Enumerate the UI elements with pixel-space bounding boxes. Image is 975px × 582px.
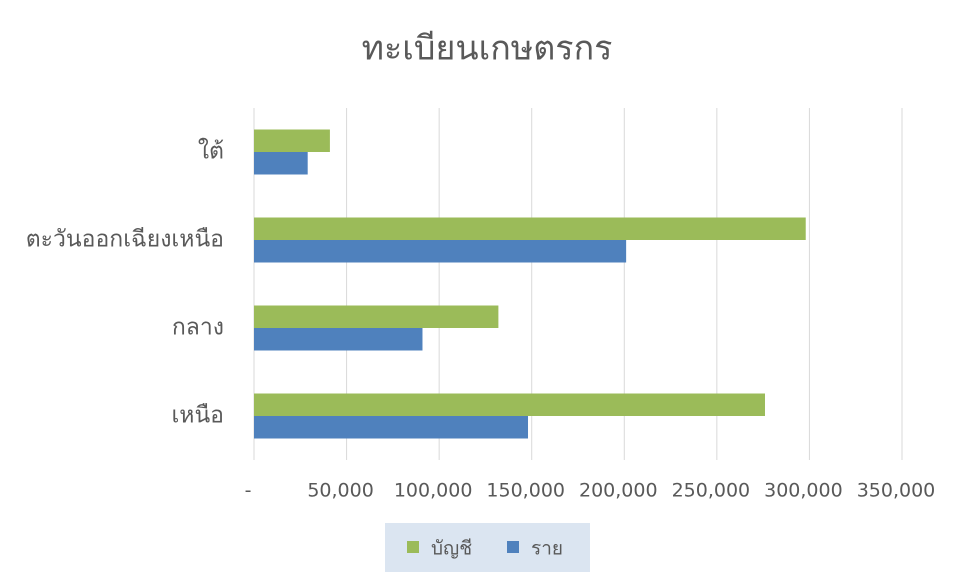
y-tick-label: ใต้ <box>198 138 224 165</box>
x-tick-label: 200,000 <box>579 480 658 502</box>
legend-box <box>385 523 590 572</box>
chart-title: ทะเบียนเกษตรกร <box>362 29 613 69</box>
y-tick-label: กลาง <box>172 315 224 341</box>
legend-label: บัญชี <box>431 538 472 560</box>
bar <box>254 217 806 240</box>
x-tick-label: 350,000 <box>857 480 936 502</box>
bar <box>254 129 330 152</box>
x-tick-label: 150,000 <box>486 480 565 502</box>
bar <box>254 152 308 175</box>
x-tick-label: 250,000 <box>672 480 751 502</box>
legend-swatch <box>407 541 419 553</box>
x-tick-label: 50,000 <box>307 480 373 502</box>
y-tick-label: เหนือ <box>171 403 224 429</box>
y-tick-label: ตะวันออกเฉียงเหนือ <box>26 227 224 253</box>
bar <box>254 416 529 439</box>
x-tick-label: - <box>245 480 252 502</box>
bar <box>254 240 627 263</box>
bar <box>254 305 499 328</box>
bar <box>254 328 423 351</box>
x-tick-label: 100,000 <box>394 480 473 502</box>
legend-label: ราย <box>531 538 563 560</box>
legend-swatch <box>507 541 519 553</box>
bar <box>254 393 765 416</box>
x-tick-label: 300,000 <box>764 480 843 502</box>
